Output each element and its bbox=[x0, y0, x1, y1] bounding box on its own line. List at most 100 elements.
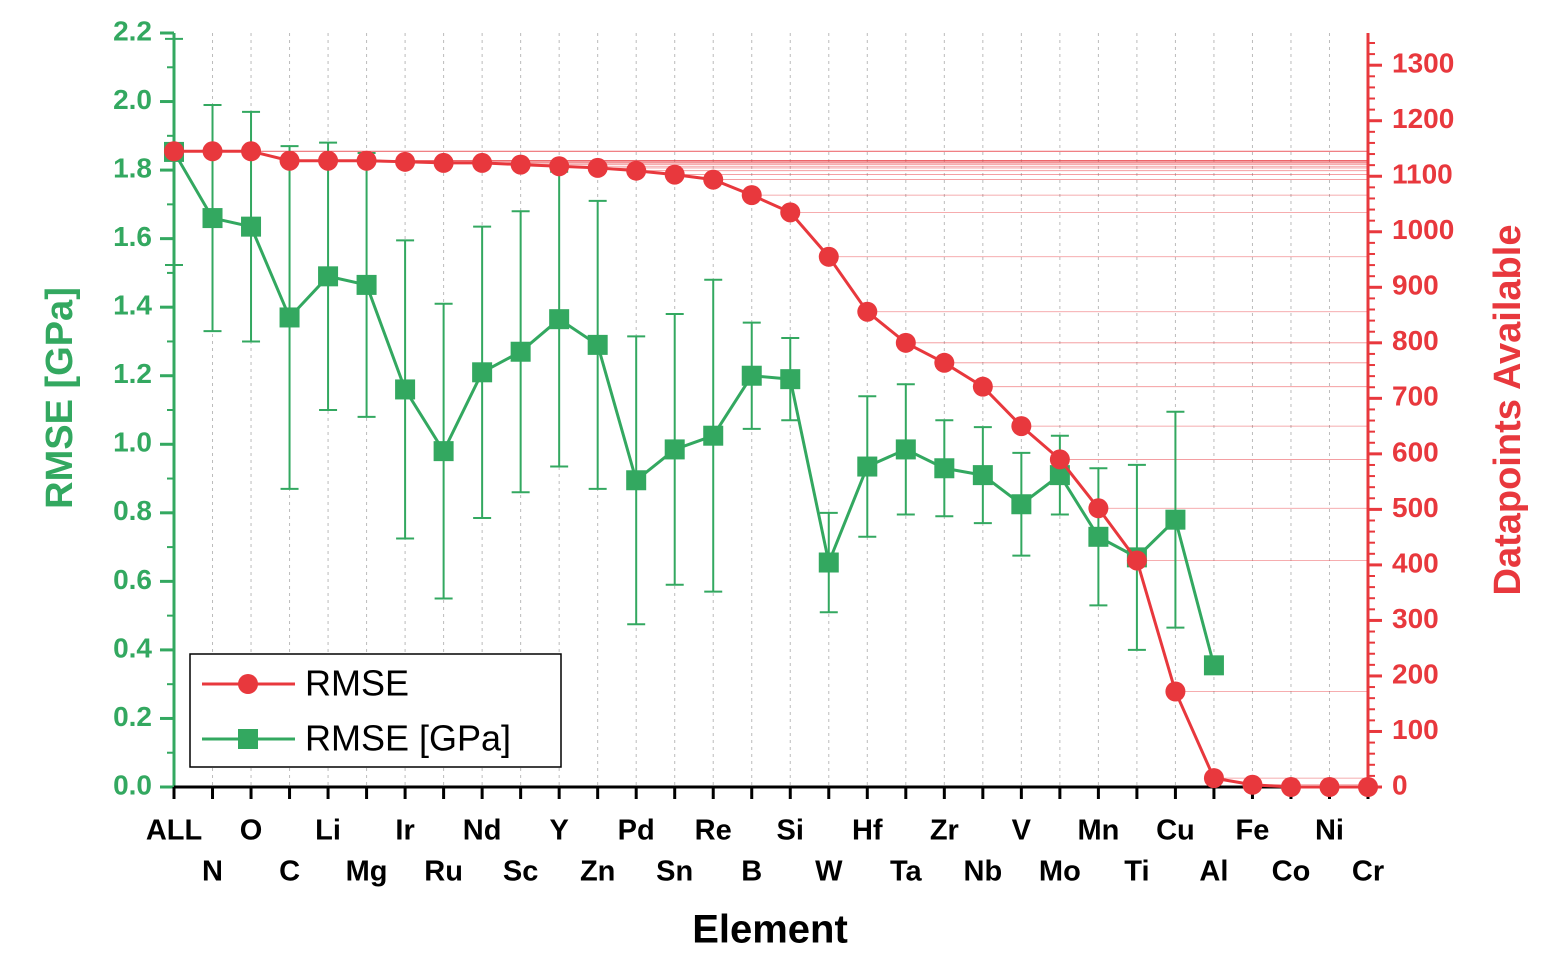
point bbox=[972, 376, 993, 397]
point bbox=[1319, 777, 1340, 797]
y2-tick-label: 800 bbox=[1392, 325, 1439, 356]
legend-label: RMSE [GPa] bbox=[305, 718, 511, 759]
point bbox=[202, 208, 223, 229]
point bbox=[1088, 498, 1109, 519]
point bbox=[472, 152, 493, 173]
x-tick-label: V bbox=[1012, 815, 1032, 847]
y2-tick-label: 700 bbox=[1392, 381, 1439, 412]
point bbox=[895, 332, 916, 353]
y2-tick-label: 0 bbox=[1392, 769, 1408, 800]
x-tick-label: Li bbox=[315, 815, 341, 847]
legend-marker bbox=[238, 674, 258, 694]
point bbox=[587, 334, 608, 355]
y-tick-label: 0.0 bbox=[113, 769, 152, 800]
y2-tick-label: 1300 bbox=[1392, 48, 1454, 79]
point bbox=[1011, 416, 1032, 437]
point bbox=[1049, 449, 1070, 470]
point bbox=[818, 246, 839, 267]
x-tick-label: Zr bbox=[930, 815, 959, 847]
point bbox=[164, 141, 184, 162]
point bbox=[433, 152, 454, 173]
x-tick-label: Mn bbox=[1077, 815, 1119, 847]
point bbox=[1165, 681, 1186, 702]
point bbox=[626, 470, 647, 491]
legend: RMSE RMSE [GPa] bbox=[189, 653, 562, 768]
x-tick-label: Cu bbox=[1156, 815, 1195, 847]
point bbox=[1126, 550, 1147, 571]
point bbox=[1203, 768, 1224, 789]
point bbox=[780, 369, 801, 390]
y2-tick-label: 300 bbox=[1392, 603, 1439, 634]
point bbox=[934, 458, 955, 479]
point bbox=[1011, 494, 1032, 515]
point bbox=[241, 141, 262, 162]
x-tick-label: Re bbox=[695, 815, 732, 847]
x-tick-label: Nd bbox=[463, 815, 502, 847]
point bbox=[934, 352, 955, 373]
x-tick-label: Hf bbox=[852, 815, 883, 847]
x-tick-label: Mo bbox=[1039, 856, 1081, 888]
x-tick-label: Cr bbox=[1352, 856, 1384, 888]
point bbox=[741, 185, 762, 206]
point bbox=[664, 439, 685, 460]
y-tick-label: 0.8 bbox=[113, 495, 152, 526]
point bbox=[1165, 509, 1186, 530]
point bbox=[1358, 777, 1378, 797]
x-tick-label: O bbox=[240, 815, 263, 847]
x-tick-label: B bbox=[741, 856, 762, 888]
point bbox=[1203, 655, 1224, 676]
x-tick-label: Fe bbox=[1236, 815, 1270, 847]
y2-tick-label: 200 bbox=[1392, 658, 1439, 689]
x-tick-label: ALL bbox=[146, 815, 202, 847]
x-tick-label: Mg bbox=[346, 856, 388, 888]
y2-tick-label: 500 bbox=[1392, 492, 1439, 523]
y-tick-label: 0.2 bbox=[113, 701, 152, 732]
point bbox=[818, 552, 839, 573]
point bbox=[472, 362, 493, 383]
y2-tick-label: 1000 bbox=[1392, 214, 1454, 245]
y-tick-label: 1.6 bbox=[113, 221, 152, 252]
point bbox=[318, 150, 339, 171]
point bbox=[972, 465, 993, 486]
x-tick-label: C bbox=[279, 856, 300, 888]
point bbox=[549, 156, 570, 177]
x-tick-label: Ir bbox=[395, 815, 414, 847]
legend-label: RMSE bbox=[305, 663, 409, 704]
point bbox=[1280, 777, 1301, 797]
point bbox=[1088, 526, 1109, 547]
point bbox=[241, 216, 262, 237]
point bbox=[318, 266, 339, 287]
point bbox=[395, 151, 416, 172]
y-tick-label: 0.4 bbox=[113, 632, 152, 663]
point bbox=[356, 274, 377, 295]
y-tick-label: 2.2 bbox=[113, 15, 152, 46]
x-tick-label: Sn bbox=[656, 856, 693, 888]
y-tick-label: 1.8 bbox=[113, 152, 152, 183]
series-line bbox=[172, 151, 1216, 666]
point bbox=[703, 169, 724, 190]
point bbox=[1049, 465, 1070, 486]
x-tick-label: Zn bbox=[580, 856, 615, 888]
y-tick-label: 1.4 bbox=[113, 290, 152, 321]
y2-axis-label: Datapoints Available bbox=[1487, 225, 1529, 596]
y2-tick-label: 600 bbox=[1392, 436, 1439, 467]
x-tick-label: N bbox=[202, 856, 223, 888]
point bbox=[510, 154, 531, 175]
x-tick-label: Ti bbox=[1124, 856, 1149, 888]
x-tick-label: Y bbox=[549, 815, 568, 847]
x-tick-label: Ta bbox=[890, 856, 923, 888]
point bbox=[741, 365, 762, 386]
y-tick-label: 1.2 bbox=[113, 358, 152, 389]
point bbox=[202, 141, 223, 162]
x-tick-label: Co bbox=[1272, 856, 1311, 888]
x-axis-label: Element bbox=[692, 908, 848, 952]
point bbox=[433, 441, 454, 462]
point bbox=[626, 160, 647, 181]
point bbox=[395, 379, 416, 400]
y2-tick-label: 1200 bbox=[1392, 103, 1454, 134]
point bbox=[857, 301, 878, 322]
y-tick-label: 2.0 bbox=[113, 84, 152, 115]
x-tick-label: Sc bbox=[503, 856, 538, 888]
x-tick-label: Pd bbox=[618, 815, 655, 847]
